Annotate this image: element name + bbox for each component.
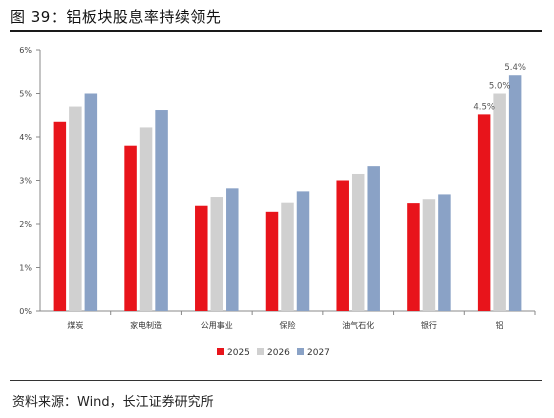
legend-swatch-2027: [297, 348, 304, 355]
x-tick-label: 保险: [280, 320, 296, 330]
x-tick-label: 银行: [421, 320, 437, 330]
bar-2026-1: [139, 127, 153, 312]
bar-2025-4: [336, 180, 349, 311]
legend-label: 2026: [267, 348, 290, 358]
y-tick-label: 2%: [19, 220, 32, 229]
bar-2026-3: [281, 202, 294, 311]
legend-swatch-2026: [257, 348, 264, 355]
bar-2025-6: [477, 114, 491, 311]
bar-2027-0: [84, 93, 98, 311]
bar-2026-0: [69, 106, 82, 311]
legend-label: 2027: [307, 348, 330, 358]
bar-2025-2: [195, 205, 208, 311]
bar-2026-2: [210, 197, 224, 311]
bar-2025-1: [124, 145, 137, 311]
bar-2026-4: [351, 173, 365, 311]
y-tick-label: 6%: [19, 46, 32, 55]
title-divider: [10, 30, 542, 32]
x-tick-label: 油气石化: [342, 320, 374, 330]
data-label: 4.5%: [473, 102, 495, 112]
source-note: 资料来源：Wind，长江证券研究所: [12, 395, 214, 410]
bar-2027-4: [367, 166, 380, 311]
bar-2026-6: [493, 93, 506, 311]
y-tick-label: 4%: [19, 133, 32, 142]
x-tick-label: 家电制造: [130, 320, 162, 330]
x-tick-label: 公用事业: [201, 320, 233, 330]
footer-divider: [10, 380, 542, 381]
bar-2027-1: [155, 110, 168, 311]
data-label: 5.4%: [504, 63, 526, 73]
y-tick-label: 3%: [19, 177, 32, 186]
x-tick-label: 铝: [496, 320, 504, 330]
y-tick-label: 0%: [19, 307, 32, 316]
bar-2026-5: [422, 199, 436, 311]
bar-2025-0: [53, 121, 67, 312]
bar-2027-2: [226, 188, 239, 311]
y-tick-label: 1%: [19, 264, 32, 273]
bar-2027-5: [438, 194, 451, 311]
bar-2025-3: [265, 211, 279, 311]
x-tick-label: 煤炭: [67, 320, 83, 330]
legend-label: 2025: [227, 348, 250, 358]
bar-2027-3: [296, 191, 310, 311]
data-label: 5.0%: [489, 82, 511, 92]
figure-title: 图 39：铝板块股息率持续领先: [10, 8, 222, 26]
bar-2025-5: [407, 203, 420, 311]
legend-swatch-2025: [217, 348, 224, 355]
bar-2027-6: [508, 75, 522, 311]
y-tick-label: 5%: [19, 90, 32, 99]
